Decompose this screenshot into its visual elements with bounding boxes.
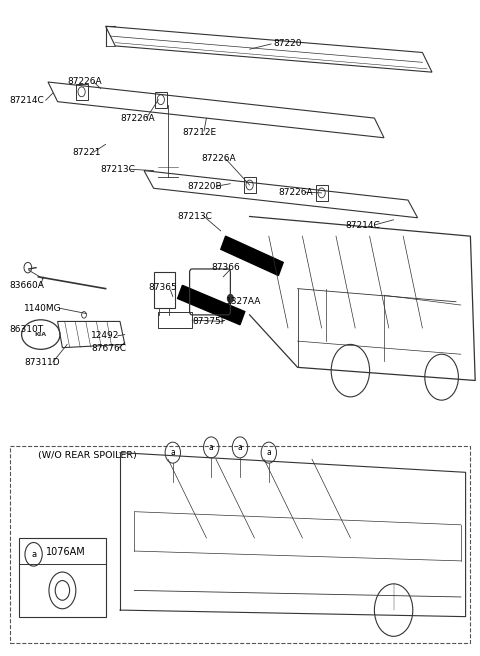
Bar [158,312,192,328]
Polygon shape [221,236,283,276]
Polygon shape [178,285,245,325]
Text: 1327AA: 1327AA [226,297,261,306]
Text: 1140MG: 1140MG [24,304,61,313]
Bar [10,446,470,643]
Bar [75,83,87,100]
Text: a: a [31,550,36,559]
Text: 87213C: 87213C [101,165,136,174]
Text: a: a [170,448,175,457]
Text: 87226A: 87226A [67,77,102,87]
Text: 87213C: 87213C [178,212,213,221]
Bar [155,92,167,108]
Text: 87220B: 87220B [187,182,222,191]
Text: a: a [266,448,271,457]
Text: 87226A: 87226A [202,154,236,163]
Text: a: a [238,443,242,452]
Text: 87226A: 87226A [278,188,313,197]
Text: 12492: 12492 [91,331,120,340]
Text: 87226A: 87226A [120,113,155,123]
Text: 87214C: 87214C [346,220,380,230]
Text: 1076AM: 1076AM [46,547,85,558]
Text: 87365: 87365 [149,283,178,292]
Text: KIA: KIA [35,332,47,337]
Text: 87366: 87366 [211,263,240,272]
Bar [154,272,175,308]
Text: 83660A: 83660A [10,281,45,290]
Text: 87676C: 87676C [91,344,126,354]
Text: 87212E: 87212E [182,128,216,137]
Text: (W/O REAR SPOILER): (W/O REAR SPOILER) [38,451,137,461]
Bar [19,538,106,617]
Text: 86310T: 86310T [10,325,44,335]
Text: 87220: 87220 [274,39,302,49]
Text: 87214C: 87214C [10,96,44,105]
Bar [316,185,327,201]
Text: 87311D: 87311D [24,358,60,367]
Text: a: a [209,443,214,452]
Bar [244,176,256,193]
Circle shape [228,295,233,302]
Text: 87221: 87221 [72,148,100,157]
Text: 87375F: 87375F [192,317,226,326]
